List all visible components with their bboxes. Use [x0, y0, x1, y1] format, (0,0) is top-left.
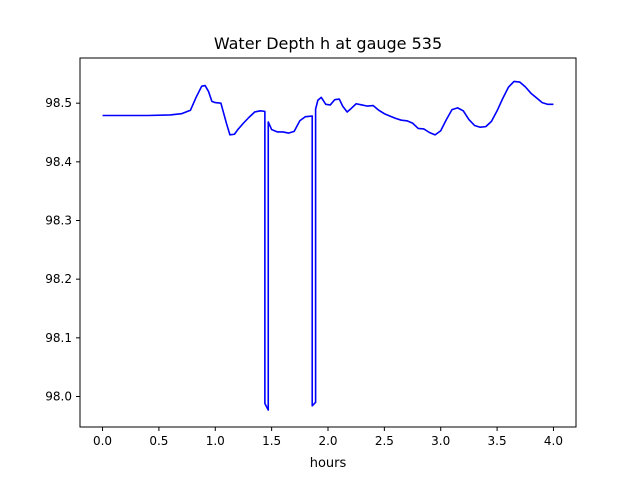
- x-tick-label: 2.5: [375, 434, 394, 448]
- y-tick-label: 98.0: [45, 389, 72, 403]
- x-tick-label: 1.0: [206, 434, 225, 448]
- x-tick-label: 1.5: [262, 434, 281, 448]
- y-tick-label: 98.2: [45, 272, 72, 286]
- x-axis: 0.0 0.5 1.0 1.5 2.0 2.5 3.0 3.5 4.0: [93, 427, 563, 448]
- axes-frame: [79, 57, 577, 428]
- y-axis: 98.0 98.1 98.2 98.3 98.4 98.5: [45, 96, 80, 403]
- y-tick-label: 98.5: [45, 96, 72, 110]
- chart-title: Water Depth h at gauge 535: [214, 34, 442, 53]
- y-tick-label: 98.4: [45, 155, 72, 169]
- x-tick-label: 0.0: [93, 434, 112, 448]
- x-tick-label: 4.0: [544, 434, 563, 448]
- x-axis-label: hours: [310, 456, 347, 471]
- x-tick-label: 2.0: [318, 434, 337, 448]
- x-tick-label: 0.5: [149, 434, 168, 448]
- y-tick-label: 98.3: [45, 214, 72, 228]
- y-tick-label: 98.1: [45, 331, 72, 345]
- series-line-0: [102, 80, 554, 411]
- x-tick-label: 3.5: [488, 434, 507, 448]
- plot-area: [102, 80, 554, 411]
- x-tick-label: 3.0: [431, 434, 450, 448]
